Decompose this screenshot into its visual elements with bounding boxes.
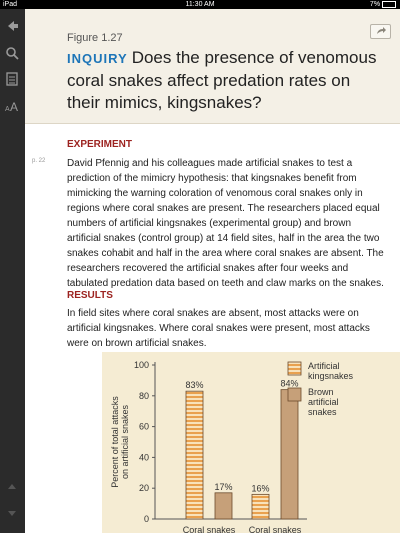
figure-question: Does the presence of venomous coral snak…: [67, 48, 377, 112]
carrier-label: iPad: [3, 1, 18, 8]
legend-label: snakes: [308, 407, 337, 417]
battery-icon: [382, 0, 396, 8]
results-text: In field sites where coral snakes are ab…: [67, 308, 370, 349]
bar-value-label: 17%: [214, 482, 232, 492]
scroll-up-icon[interactable]: [5, 479, 19, 493]
y-tick-label: 60: [139, 422, 149, 432]
page-reference-link[interactable]: p. 22: [32, 158, 46, 164]
svg-text:A: A: [10, 100, 18, 112]
bar: [185, 390, 204, 520]
y-tick-label: 0: [144, 514, 149, 524]
battery-indicator: 7%: [370, 0, 396, 9]
y-tick-label: 20: [139, 483, 149, 493]
figure-title: INQUIRY Does the presence of venomous cor…: [67, 47, 387, 114]
battery-percent: 7%: [369, 1, 381, 8]
y-tick-label: 80: [139, 391, 149, 401]
bar-chart: 0 20 40 60 80 100 Percent of total attacks on a…: [110, 360, 354, 533]
experiment-heading: EXPERIMENT: [67, 139, 133, 150]
figure-label: Figure 1.27: [67, 32, 123, 44]
scroll-down-icon[interactable]: [5, 506, 19, 520]
bar: [251, 493, 270, 520]
bar-value-label: 84%: [280, 379, 298, 389]
bar-value-label: 16%: [251, 483, 269, 493]
legend-swatch: [287, 361, 302, 376]
status-bar: iPad 11:30 AM 7%: [0, 0, 400, 9]
x-category-label: Coral snakes: [249, 525, 302, 533]
y-tick-label: 40: [139, 452, 149, 462]
inquiry-label: INQUIRY: [67, 51, 128, 66]
y-axis-label: Percent of total attacks: [110, 396, 120, 488]
results-chart: 0 20 40 60 80 100 Percent of total attacks on a…: [102, 352, 400, 533]
legend-label: artificial: [308, 397, 339, 407]
legend-label: Brown: [308, 387, 334, 397]
x-category-label: Coral snakes: [183, 525, 236, 533]
bar: [214, 492, 233, 520]
bar-value-label: 83%: [185, 380, 203, 390]
svg-text:A: A: [5, 106, 10, 112]
clock: 11:30 AM: [185, 1, 215, 8]
share-button[interactable]: [370, 24, 391, 39]
y-tick-label: 100: [134, 360, 149, 370]
back-arrow-icon[interactable]: [5, 19, 19, 33]
legend-label: Artificial: [308, 361, 340, 371]
share-icon: [377, 27, 386, 34]
legend-swatch: [287, 387, 302, 402]
main-content: EXPERIMENT p. 22 David Pfennig and his c…: [25, 124, 400, 533]
bar: [280, 389, 299, 520]
experiment-text: David Pfennig and his colleagues made ar…: [67, 158, 384, 289]
notes-icon[interactable]: [5, 72, 19, 86]
y-axis-label: on artificial snakes: [120, 404, 130, 479]
search-icon[interactable]: [5, 46, 19, 60]
figure-header: Figure 1.27 INQUIRY Does the presence of …: [25, 9, 400, 124]
results-heading: RESULTS: [67, 290, 113, 301]
legend-label: kingsnakes: [308, 371, 354, 381]
